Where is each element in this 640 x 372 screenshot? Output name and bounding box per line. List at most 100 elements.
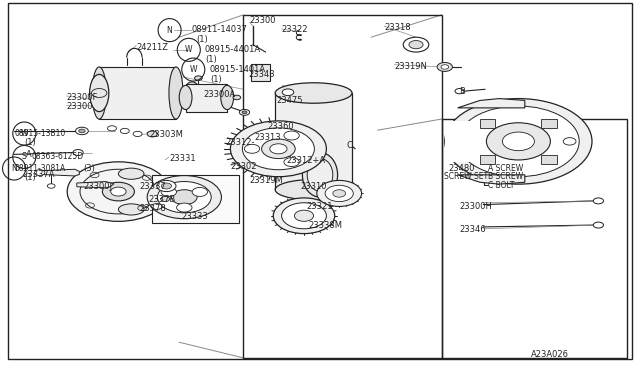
Text: 23333: 23333	[181, 212, 208, 221]
Text: B SCREW: B SCREW	[488, 172, 523, 181]
Text: 23319M: 23319M	[250, 176, 284, 185]
Circle shape	[73, 150, 83, 155]
Text: 23300A: 23300A	[204, 90, 236, 99]
Polygon shape	[77, 182, 114, 188]
Text: N: N	[12, 164, 17, 173]
Circle shape	[593, 198, 604, 204]
Circle shape	[270, 144, 287, 154]
Ellipse shape	[92, 67, 106, 119]
Circle shape	[177, 203, 192, 212]
Circle shape	[79, 129, 85, 133]
Circle shape	[108, 126, 116, 131]
Ellipse shape	[221, 86, 234, 109]
Circle shape	[242, 111, 247, 114]
Circle shape	[67, 162, 170, 221]
Bar	[275, 93, 352, 190]
Ellipse shape	[275, 180, 352, 200]
Circle shape	[441, 65, 449, 69]
Text: (1): (1)	[196, 35, 207, 44]
Text: 23337: 23337	[140, 182, 166, 190]
Polygon shape	[458, 175, 525, 184]
Bar	[541, 119, 557, 128]
Text: C: C	[347, 141, 353, 150]
Circle shape	[282, 89, 294, 96]
Text: 23310: 23310	[301, 182, 327, 190]
Polygon shape	[186, 84, 227, 112]
Polygon shape	[99, 67, 176, 119]
Bar	[480, 155, 495, 164]
Text: 23322: 23322	[282, 25, 308, 34]
Circle shape	[445, 99, 592, 184]
Text: 23300J: 23300J	[83, 182, 112, 190]
Circle shape	[102, 182, 134, 201]
Circle shape	[76, 127, 88, 135]
Circle shape	[294, 210, 314, 221]
Text: S: S	[22, 153, 27, 161]
Circle shape	[161, 183, 172, 189]
Circle shape	[458, 106, 579, 177]
Circle shape	[120, 128, 129, 134]
Text: 23343: 23343	[248, 70, 275, 79]
Circle shape	[157, 182, 211, 213]
Text: 23300H: 23300H	[460, 202, 492, 211]
Bar	[251, 64, 270, 81]
Text: W: W	[185, 45, 193, 54]
Circle shape	[284, 131, 300, 140]
Text: 23312+A: 23312+A	[287, 156, 326, 165]
Text: 08915-13B10: 08915-13B10	[14, 129, 65, 138]
Ellipse shape	[90, 74, 109, 112]
Circle shape	[273, 198, 335, 234]
Bar	[442, 119, 627, 358]
Circle shape	[593, 222, 604, 228]
Circle shape	[403, 37, 429, 52]
Circle shape	[192, 187, 207, 196]
Ellipse shape	[302, 153, 338, 197]
Text: (1): (1)	[205, 55, 216, 64]
Text: 23303M: 23303M	[149, 130, 183, 139]
Circle shape	[437, 62, 452, 71]
Circle shape	[502, 132, 534, 151]
Text: A: A	[26, 150, 31, 159]
Text: B: B	[460, 87, 465, 96]
Text: 23480: 23480	[448, 164, 474, 173]
Circle shape	[455, 89, 464, 94]
Text: SCREW SET: SCREW SET	[444, 172, 488, 181]
Circle shape	[35, 170, 45, 176]
Bar	[445, 121, 480, 162]
Text: 08915-1401A: 08915-1401A	[210, 65, 266, 74]
Circle shape	[282, 203, 326, 229]
Circle shape	[233, 95, 241, 100]
Circle shape	[230, 121, 326, 177]
Ellipse shape	[118, 204, 144, 215]
Text: 08911-3081A: 08911-3081A	[14, 164, 65, 173]
Text: W: W	[189, 65, 197, 74]
Text: 23318: 23318	[384, 23, 411, 32]
Bar	[480, 119, 495, 128]
Text: (1): (1)	[24, 138, 36, 147]
Text: 23312-: 23312-	[225, 138, 255, 147]
Text: A SCREW: A SCREW	[488, 164, 523, 173]
Circle shape	[111, 187, 126, 196]
Bar	[152, 175, 239, 223]
Polygon shape	[458, 99, 525, 108]
Text: 23300: 23300	[67, 102, 93, 111]
Text: (1): (1)	[24, 173, 36, 182]
Text: C BOLT: C BOLT	[488, 181, 514, 190]
Circle shape	[243, 128, 314, 170]
Text: 2337B: 2337B	[148, 195, 176, 204]
Text: 23338M: 23338M	[308, 221, 342, 230]
Ellipse shape	[307, 158, 333, 191]
Circle shape	[325, 185, 353, 202]
Polygon shape	[41, 169, 79, 176]
Text: 23319N: 23319N	[394, 62, 427, 71]
Circle shape	[409, 41, 423, 49]
Circle shape	[152, 203, 162, 209]
Ellipse shape	[275, 83, 352, 103]
Text: (1): (1)	[210, 75, 221, 84]
Text: 23346: 23346	[460, 225, 486, 234]
Text: 23331: 23331	[169, 154, 196, 163]
Circle shape	[333, 190, 346, 197]
Ellipse shape	[179, 86, 192, 109]
Text: 24211Z: 24211Z	[136, 43, 168, 52]
Text: 23378: 23378	[140, 204, 166, 213]
